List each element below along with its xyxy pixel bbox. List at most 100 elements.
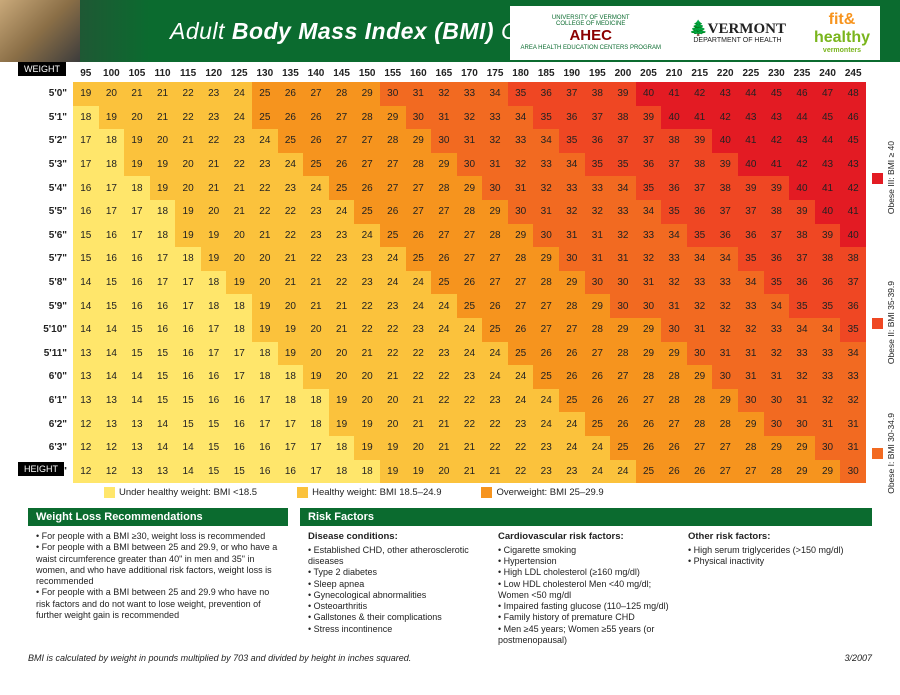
bmi-cell: 17 <box>99 176 125 200</box>
bmi-cell: 23 <box>380 294 406 318</box>
bmi-cell: 13 <box>99 412 125 436</box>
bmi-cell: 29 <box>406 129 432 153</box>
bmi-cell: 30 <box>738 389 764 413</box>
bmi-cell: 19 <box>278 342 304 366</box>
bmi-cell: 27 <box>431 224 457 248</box>
bmi-cell: 31 <box>482 153 508 177</box>
bmi-cell: 19 <box>175 224 201 248</box>
list-item: Sleep apnea <box>308 579 484 590</box>
bmi-cell: 18 <box>252 365 278 389</box>
bmi-cell: 27 <box>329 129 355 153</box>
risk-factors-box: Risk Factors Disease conditions:Establis… <box>300 508 872 651</box>
page-title: Adult Body Mass Index (BMI) Chart <box>170 18 560 45</box>
bmi-cell: 37 <box>789 247 815 271</box>
bmi-cell: 40 <box>636 82 662 106</box>
bmi-cell: 26 <box>329 153 355 177</box>
bmi-cell: 14 <box>150 412 176 436</box>
bmi-cell: 43 <box>840 153 866 177</box>
bmi-cell: 34 <box>533 129 559 153</box>
bmi-cell: 31 <box>559 224 585 248</box>
bmi-cell: 21 <box>226 200 252 224</box>
bmi-cell: 31 <box>406 82 432 106</box>
height-row-header: 5'7" <box>28 247 73 271</box>
bmi-cell: 24 <box>380 271 406 295</box>
bmi-cell: 38 <box>764 200 790 224</box>
list-item: Physical inactivity <box>688 556 864 567</box>
bmi-cell: 29 <box>764 436 790 460</box>
list-item: Hypertension <box>498 556 674 567</box>
bmi-cell: 23 <box>329 247 355 271</box>
bmi-cell: 20 <box>431 460 457 484</box>
bmi-cell: 22 <box>508 460 534 484</box>
bmi-cell: 28 <box>406 153 432 177</box>
bmi-cell: 22 <box>329 271 355 295</box>
bmi-cell: 30 <box>610 294 636 318</box>
bmi-cell: 15 <box>201 460 227 484</box>
bmi-cell: 31 <box>840 436 866 460</box>
table-row: 5'9"141516161718181920212122232424252627… <box>28 294 866 318</box>
bmi-cell: 26 <box>354 176 380 200</box>
bmi-cell: 25 <box>533 365 559 389</box>
bmi-cell: 19 <box>303 365 329 389</box>
bmi-cell: 35 <box>738 247 764 271</box>
bmi-cell: 30 <box>559 247 585 271</box>
bmi-cell: 23 <box>533 436 559 460</box>
bmi-cell: 40 <box>738 153 764 177</box>
bmi-cell: 33 <box>815 365 841 389</box>
rf-subtitle: Disease conditions: <box>308 531 484 543</box>
bmi-cell: 17 <box>175 294 201 318</box>
bmi-cell: 14 <box>73 318 99 342</box>
bmi-cell: 31 <box>815 412 841 436</box>
bmi-cell: 34 <box>661 224 687 248</box>
bmi-cell: 16 <box>124 247 150 271</box>
bmi-cell: 29 <box>559 271 585 295</box>
bmi-cell: 17 <box>124 224 150 248</box>
bmi-cell: 16 <box>73 176 99 200</box>
bmi-cell: 22 <box>457 389 483 413</box>
bmi-cell: 22 <box>278 200 304 224</box>
bmi-cell: 34 <box>508 106 534 130</box>
bmi-cell: 30 <box>636 294 662 318</box>
bmi-cell: 28 <box>738 436 764 460</box>
footer-formula: BMI is calculated by weight in pounds mu… <box>28 653 411 663</box>
bmi-cell: 33 <box>585 176 611 200</box>
list-item: Gallstones & their complications <box>308 612 484 623</box>
height-row-header: 5'4" <box>28 176 73 200</box>
weight-col-header: 205 <box>636 64 662 82</box>
bmi-cell: 26 <box>610 389 636 413</box>
bmi-cell: 20 <box>354 365 380 389</box>
bmi-cell: 24 <box>431 318 457 342</box>
bmi-cell: 18 <box>278 365 304 389</box>
bmi-cell: 35 <box>687 224 713 248</box>
bmi-cell: 27 <box>661 412 687 436</box>
bmi-cell: 26 <box>278 82 304 106</box>
bmi-cell: 30 <box>789 412 815 436</box>
bmi-cell: 21 <box>303 294 329 318</box>
rf-list: Cigarette smokingHypertensionHigh LDL ch… <box>498 545 674 646</box>
bmi-cell: 21 <box>226 176 252 200</box>
bmi-cell: 27 <box>508 294 534 318</box>
bmi-cell: 19 <box>406 460 432 484</box>
bmi-cell: 39 <box>815 224 841 248</box>
list-item: For people with a BMI between 25 and 29.… <box>36 587 280 621</box>
bmi-cell: 25 <box>457 294 483 318</box>
bmi-cell: 39 <box>764 176 790 200</box>
bmi-cell: 43 <box>764 106 790 130</box>
header-photo <box>0 0 80 62</box>
bmi-cell: 36 <box>840 294 866 318</box>
bmi-cell: 31 <box>738 342 764 366</box>
legend: Under healthy weight: BMI <18.5Healthy w… <box>104 487 866 498</box>
weight-col-header: 200 <box>610 64 636 82</box>
bmi-cell: 41 <box>661 82 687 106</box>
bmi-cell: 29 <box>533 247 559 271</box>
bmi-cell: 13 <box>124 460 150 484</box>
bmi-cell: 28 <box>482 224 508 248</box>
bmi-cell: 26 <box>278 106 304 130</box>
bmi-cell: 18 <box>73 106 99 130</box>
bmi-cell: 16 <box>124 271 150 295</box>
bmi-cell: 37 <box>559 82 585 106</box>
bmi-cell: 43 <box>815 153 841 177</box>
bmi-cell: 19 <box>150 176 176 200</box>
table-row: 5'11"13141515161717181920202122222324242… <box>28 342 866 366</box>
weight-col-header: 125 <box>226 64 252 82</box>
